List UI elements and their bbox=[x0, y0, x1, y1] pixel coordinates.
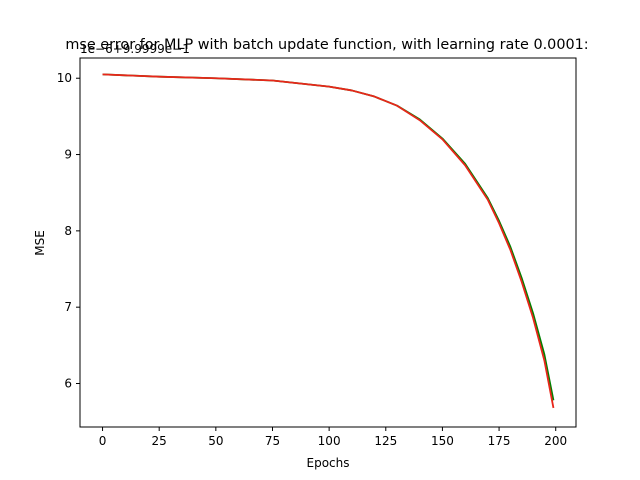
y-tick-label: 9 bbox=[64, 148, 72, 162]
y-axis-label: MSE bbox=[33, 230, 47, 256]
series-group bbox=[102, 73, 555, 409]
x-tick-label: 125 bbox=[374, 434, 397, 448]
y-offset-text: 1e−6+9.9999e−1 bbox=[80, 42, 190, 56]
chart-title: mse error for MLP with batch update func… bbox=[65, 37, 588, 53]
x-tick-label: 150 bbox=[431, 434, 454, 448]
x-axis-label: Epochs bbox=[307, 456, 350, 470]
x-tick-label: 100 bbox=[318, 434, 341, 448]
x-tick-label: 0 bbox=[99, 434, 107, 448]
y-axis-ticks: 6 7 8 9 10 bbox=[57, 71, 80, 390]
plot-frame bbox=[79, 57, 577, 428]
x-tick-label: 200 bbox=[544, 434, 567, 448]
x-tick-label: 25 bbox=[152, 434, 167, 448]
series-line-2 bbox=[102, 73, 555, 409]
x-tick-label: 75 bbox=[265, 434, 280, 448]
x-tick-label: 50 bbox=[208, 434, 223, 448]
y-tick-label: 8 bbox=[64, 224, 72, 238]
x-axis-ticks: 0 25 50 75 100 125 150 175 200 bbox=[99, 427, 567, 448]
x-tick-label: 175 bbox=[488, 434, 511, 448]
y-tick-label: 7 bbox=[64, 300, 72, 314]
y-tick-label: 10 bbox=[57, 71, 72, 85]
y-tick-label: 6 bbox=[64, 376, 72, 390]
